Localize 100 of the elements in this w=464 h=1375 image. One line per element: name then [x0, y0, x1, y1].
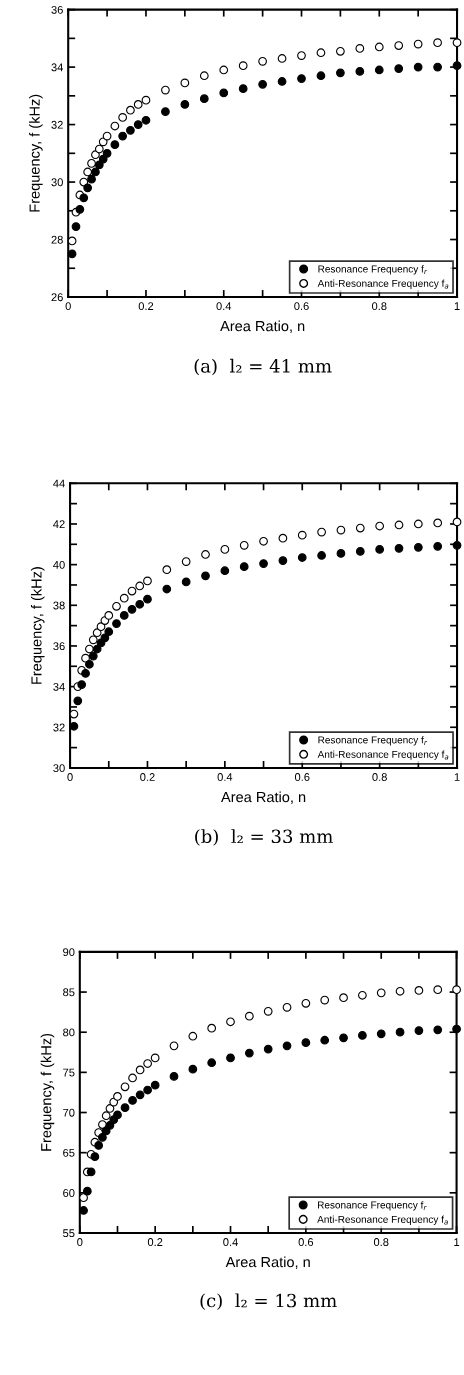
- text: (b) l₂ = 33 mm: [195, 829, 333, 846]
- point: [277, 54, 287, 63]
- point: [118, 131, 128, 141]
- point: [75, 204, 85, 214]
- y-tick-label: 55: [63, 1229, 75, 1238]
- y-tick-label: 34: [53, 682, 65, 691]
- point: [258, 79, 267, 89]
- point: [336, 68, 345, 78]
- point: [150, 1053, 160, 1063]
- legend-label: Anti-Resonance Frequency f$_{a}$: [317, 279, 449, 289]
- y-tick-label: 60: [63, 1189, 75, 1197]
- x-tick-label: 0.4: [223, 1238, 238, 1246]
- point: [112, 619, 121, 628]
- point: [88, 635, 98, 645]
- y-tick-label: 90: [63, 948, 75, 957]
- point: [375, 521, 385, 531]
- point: [316, 48, 326, 58]
- point: [394, 64, 404, 73]
- point: [238, 84, 248, 94]
- point: [301, 998, 311, 1008]
- point: [258, 56, 267, 66]
- point: [394, 543, 404, 553]
- point: [104, 627, 114, 637]
- point: [207, 1023, 217, 1033]
- point: [143, 594, 152, 604]
- legend-label: Anti-Resonance Frequency f$_{a}$: [317, 1215, 448, 1225]
- point: [355, 67, 365, 76]
- x-tick-label: 0.6: [294, 773, 310, 781]
- point: [180, 78, 190, 88]
- point: [161, 107, 170, 117]
- point: [135, 599, 145, 609]
- point: [104, 611, 114, 620]
- legend-label: Anti-Resonance Frequency f$_{a}$: [317, 750, 449, 760]
- point: [82, 1186, 92, 1196]
- point: [376, 988, 386, 998]
- point: [161, 85, 170, 95]
- x-tick-label: 0: [67, 773, 73, 781]
- point: [452, 38, 462, 48]
- point: [112, 601, 121, 611]
- point: [91, 167, 100, 177]
- x-axis-title: Area Ratio, n: [225, 1256, 310, 1269]
- x-tick-label: 0.4: [217, 773, 233, 781]
- y-tick-label: 42: [53, 520, 65, 528]
- point: [126, 125, 135, 135]
- point: [133, 120, 143, 129]
- point: [113, 1092, 122, 1101]
- point: [77, 680, 87, 689]
- point: [259, 536, 268, 546]
- point: [414, 1026, 424, 1035]
- point: [395, 986, 405, 996]
- point: [90, 1152, 100, 1162]
- point: [141, 115, 151, 125]
- point: [67, 236, 77, 246]
- point: [452, 985, 461, 995]
- point: [452, 540, 462, 550]
- point: [94, 144, 104, 154]
- point: [133, 100, 143, 109]
- point: [244, 1048, 254, 1058]
- y-tick-label: 85: [63, 988, 75, 997]
- point: [199, 94, 209, 104]
- point: [85, 644, 94, 654]
- x-tick-label: 0: [77, 1238, 83, 1246]
- point: [413, 519, 423, 529]
- text: (a) l₂ = 41 mm: [194, 358, 332, 376]
- point: [188, 1031, 198, 1041]
- point: [339, 1033, 348, 1043]
- point: [169, 1041, 179, 1051]
- x-tick-label: 0.8: [371, 302, 387, 311]
- point: [413, 542, 423, 552]
- point: [317, 551, 326, 560]
- y-tick-label: 40: [53, 560, 65, 569]
- legend-label: Resonance Frequency f$_{r}$: [318, 736, 428, 746]
- point: [259, 559, 268, 568]
- point: [316, 71, 326, 81]
- point: [297, 51, 306, 60]
- point: [358, 990, 367, 1000]
- point: [374, 65, 384, 75]
- point: [71, 222, 81, 231]
- point: [87, 158, 96, 168]
- point: [199, 71, 209, 81]
- point: [413, 62, 423, 72]
- x-tick-label: 0.8: [373, 1238, 389, 1246]
- point: [113, 1110, 122, 1120]
- x-tick-label: 1: [454, 1238, 460, 1246]
- point: [83, 183, 93, 193]
- point: [282, 1002, 292, 1012]
- x-tick-label: 0.2: [147, 1238, 163, 1246]
- point: [92, 628, 102, 638]
- point: [87, 174, 96, 184]
- point: [244, 1011, 254, 1021]
- point: [98, 1120, 107, 1129]
- point: [238, 61, 248, 71]
- point: [181, 577, 191, 587]
- point: [162, 584, 172, 594]
- point: [83, 167, 93, 177]
- point: [375, 545, 385, 554]
- y-tick-label: 26: [51, 293, 63, 302]
- point: [433, 541, 443, 551]
- y-axis-title: Frequency, f (kHz): [40, 1033, 55, 1151]
- point: [110, 121, 120, 131]
